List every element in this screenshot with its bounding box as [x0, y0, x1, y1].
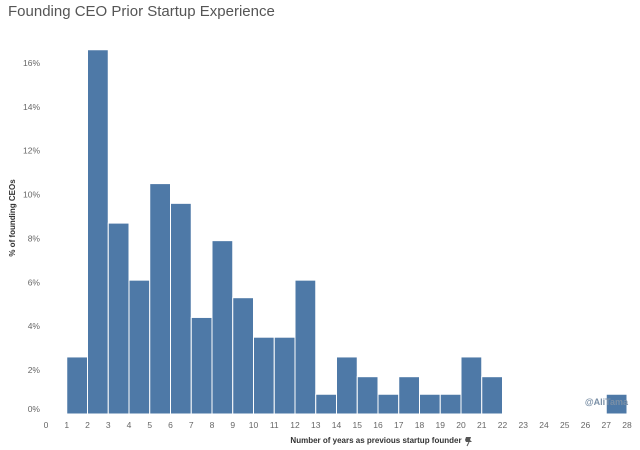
x-tick-24: 24: [539, 420, 549, 430]
bar-2[interactable]: [87, 49, 109, 415]
x-tick-16: 16: [373, 420, 383, 430]
x-tick-28: 28: [622, 420, 632, 430]
bar-21[interactable]: [481, 376, 503, 415]
y-tick-0: 0%: [28, 404, 41, 414]
x-tick-10: 10: [249, 420, 259, 430]
y-axis-label: % of founding CEOs: [8, 179, 17, 257]
x-tick-19: 19: [436, 420, 446, 430]
pin-icon[interactable]: [465, 437, 472, 447]
x-tick-27: 27: [602, 420, 612, 430]
bar-16[interactable]: [377, 393, 400, 415]
bar-19[interactable]: [439, 393, 462, 415]
bar-13[interactable]: [315, 393, 337, 415]
x-tick-18: 18: [415, 420, 425, 430]
bar-15[interactable]: [356, 376, 379, 415]
x-tick-labels: 0 1 2 3 4 5 6 7 8 9 10 11 12 13 14 15 16 17 18 19 20 21 22 23 24…: [44, 420, 632, 430]
bar-27[interactable]: [605, 393, 628, 415]
x-tick-20: 20: [456, 420, 466, 430]
y-tick-14: 14%: [23, 102, 40, 112]
x-tick-22: 22: [498, 420, 508, 430]
bar-5[interactable]: [149, 183, 171, 415]
x-tick-2: 2: [85, 420, 90, 430]
x-tick-13: 13: [311, 420, 321, 430]
bars-group: [66, 49, 628, 415]
x-tick-26: 26: [581, 420, 591, 430]
x-tick-3: 3: [106, 420, 111, 430]
x-tick-9: 9: [230, 420, 235, 430]
y-tick-6: 6%: [28, 277, 41, 287]
bar-20[interactable]: [460, 356, 483, 415]
bar-1[interactable]: [66, 356, 88, 415]
x-tick-17: 17: [394, 420, 404, 430]
watermark-text: @AliTama: [584, 397, 628, 407]
y-tick-2: 2%: [28, 365, 41, 375]
bar-10[interactable]: [253, 336, 275, 415]
y-tick-8: 8%: [28, 233, 41, 243]
x-tick-15: 15: [353, 420, 363, 430]
x-tick-1: 1: [64, 420, 69, 430]
bar-8[interactable]: [211, 240, 234, 415]
x-axis-label: Number of years as previous startup foun…: [290, 436, 461, 445]
x-tick-12: 12: [290, 420, 300, 430]
bar-7[interactable]: [190, 316, 213, 415]
y-tick-12: 12%: [23, 146, 40, 156]
x-tick-21: 21: [477, 420, 487, 430]
y-tick-labels: 0% 2% 4% 6% 8% 10% 12% 14% 16%: [23, 58, 40, 414]
x-tick-14: 14: [332, 420, 342, 430]
x-tick-25: 25: [560, 420, 570, 430]
bar-18[interactable]: [419, 393, 441, 415]
x-tick-11: 11: [270, 420, 279, 430]
bar-6[interactable]: [170, 202, 192, 415]
x-tick-5: 5: [147, 420, 152, 430]
x-tick-7: 7: [189, 420, 194, 430]
bar-12[interactable]: [294, 279, 317, 415]
bar-17[interactable]: [398, 376, 420, 415]
x-tick-0: 0: [44, 420, 49, 430]
bar-14[interactable]: [336, 356, 358, 415]
x-tick-23: 23: [519, 420, 529, 430]
y-tick-4: 4%: [28, 321, 41, 331]
y-tick-10: 10%: [23, 190, 40, 200]
x-tick-8: 8: [210, 420, 215, 430]
bar-9[interactable]: [232, 297, 254, 415]
y-tick-16: 16%: [23, 58, 40, 68]
x-tick-6: 6: [168, 420, 173, 430]
bar-4[interactable]: [128, 279, 151, 415]
chart-title: Founding CEO Prior Startup Experience: [8, 3, 275, 20]
bar-11[interactable]: [273, 336, 296, 415]
bar-3[interactable]: [107, 222, 130, 415]
x-tick-4: 4: [127, 420, 132, 430]
